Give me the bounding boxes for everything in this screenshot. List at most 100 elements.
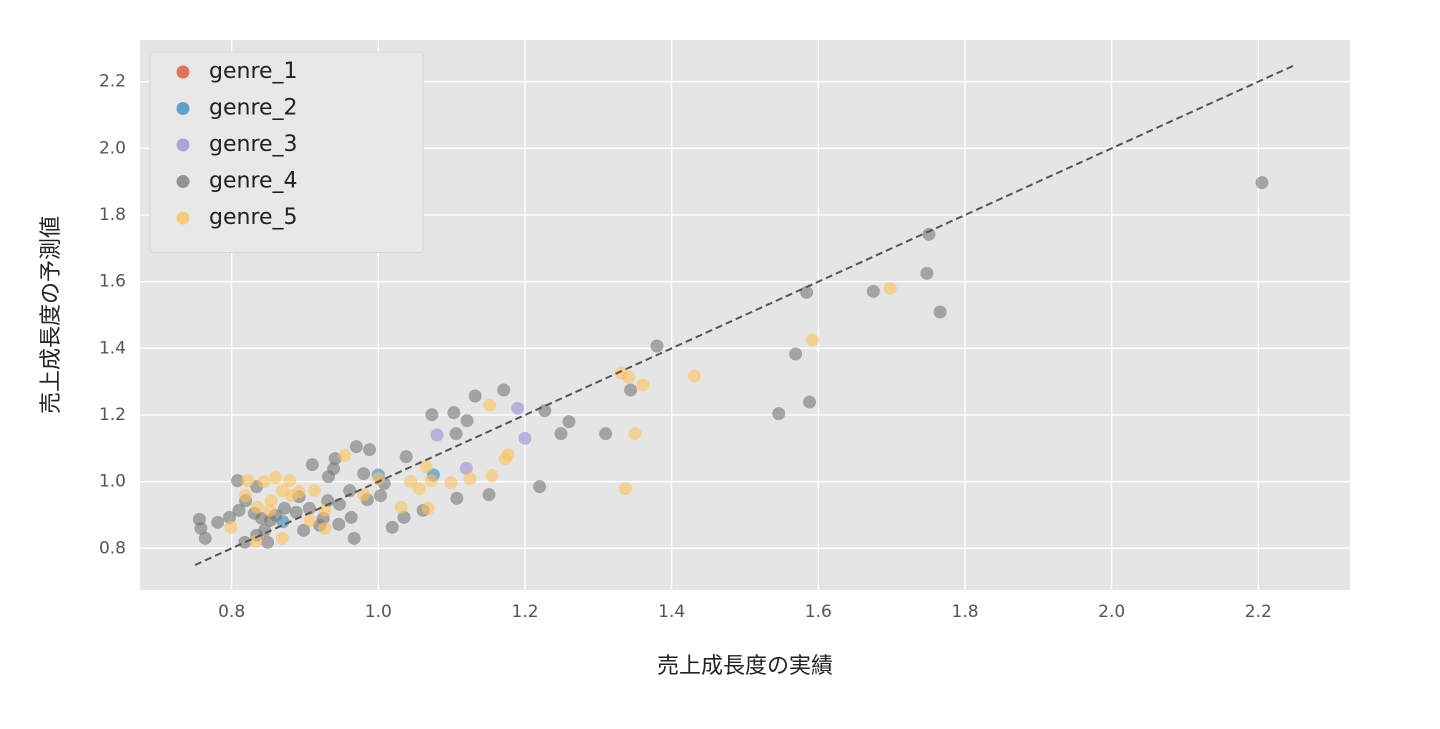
grid [140,40,1350,590]
point [194,521,208,535]
point [283,474,297,488]
legend-marker [176,175,190,188]
point [419,460,433,474]
point [498,452,512,466]
x-tick-label: 1.2 [511,602,538,622]
point [483,398,497,412]
point [302,501,316,515]
point [463,472,477,486]
point [485,469,499,483]
point [239,489,253,503]
point [249,534,263,548]
point [305,458,319,472]
point [285,489,299,503]
point [344,510,358,524]
point [308,484,322,498]
y-tick-label: 1.4 [99,338,126,358]
point [232,503,246,517]
point [866,284,880,298]
reference-line [194,64,1296,566]
y-tick-label: 1.0 [99,472,126,492]
point [1255,176,1269,190]
point [357,467,371,481]
point [482,488,496,502]
x-tick-label: 1.8 [951,602,978,622]
point [687,369,701,383]
point [250,500,264,514]
point [538,404,552,418]
point [263,503,277,517]
point [332,517,346,531]
x-tick-label: 0.8 [218,602,245,622]
point [363,443,377,457]
point [628,427,642,441]
point [460,414,474,428]
point [224,520,238,534]
point [920,266,934,280]
point [922,227,936,241]
point [397,510,411,524]
point [444,476,458,490]
point [238,535,252,549]
point [321,470,335,484]
point [599,427,613,441]
point [318,521,332,535]
point [275,531,289,545]
point [374,489,388,503]
point [614,366,628,380]
legend-marker [176,65,190,79]
marks [192,64,1296,566]
point [424,474,438,488]
point [343,484,357,498]
point [257,475,271,489]
x-axis-label: 売上成長度の実績 [657,654,833,679]
point [450,491,464,505]
point [357,488,371,502]
point [347,531,361,545]
legend-box [149,51,424,253]
point [289,505,303,519]
point [459,461,473,475]
point [222,510,236,524]
point [412,482,426,496]
x-tick-label: 1.0 [365,602,392,622]
y-tick-label: 2.0 [99,138,126,158]
legend-label: genre_4 [209,169,298,194]
legend-label: genre_1 [209,59,298,84]
point [211,515,225,529]
legend-label: genre_3 [209,132,298,157]
point [231,474,245,488]
point [198,531,212,545]
point [650,339,664,353]
y-tick-label: 1.8 [99,205,126,225]
point [449,427,463,441]
point [261,535,275,549]
point [425,408,439,422]
point [533,480,547,494]
y-tick-label: 1.2 [99,405,126,425]
y-tick-label: 0.8 [99,538,126,558]
point [789,347,803,361]
point [297,523,311,537]
point [618,482,632,496]
point [399,450,413,464]
point [371,472,385,486]
point [269,471,283,485]
point [803,395,817,409]
point [264,494,278,508]
point [497,383,511,397]
point [404,475,418,489]
point [883,281,897,295]
legend: genre_1 genre_2 genre_3 genre_4 genre_5 [149,51,424,253]
point [933,305,947,319]
point [241,474,255,488]
point [805,333,819,347]
x-tick-label: 2.2 [1245,602,1272,622]
point [275,484,289,498]
legend-marker [176,102,190,115]
legend-label: genre_2 [209,96,298,121]
point [468,389,482,403]
point [554,427,568,441]
